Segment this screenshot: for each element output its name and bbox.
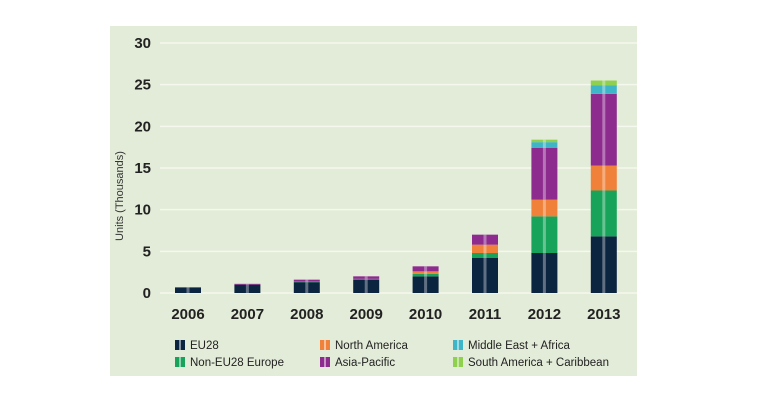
y-tick-label: 30: [134, 35, 151, 52]
bar-highlight: [483, 234, 487, 245]
y-tick-label: 10: [134, 202, 151, 219]
bar-highlight: [542, 139, 546, 143]
y-tick-label: 15: [134, 160, 151, 177]
legend-swatch-highlight: [179, 340, 181, 350]
bar-highlight: [483, 244, 487, 253]
bar-highlight: [602, 85, 606, 94]
bar-segment: [531, 253, 558, 293]
bar-segment: [353, 276, 380, 279]
bar-highlight: [305, 279, 309, 282]
bar-highlight: [542, 148, 546, 200]
bar-segment: [353, 278, 380, 280]
bar-segment: [531, 142, 558, 148]
bar-highlight: [305, 281, 309, 283]
bar-segment: [590, 93, 617, 166]
bar-highlight: [424, 266, 428, 272]
bar-highlight: [424, 271, 428, 274]
bar-highlight: [602, 80, 606, 86]
bar-highlight: [542, 253, 546, 293]
bar-highlight: [424, 273, 428, 277]
legend-item: EU28: [175, 340, 219, 352]
bar-segment: [472, 234, 498, 245]
bar-highlight: [542, 199, 546, 217]
bar-segment: [353, 279, 380, 293]
bar-segment: [472, 244, 498, 253]
bar-highlight: [364, 276, 368, 279]
bar-segment: [472, 253, 498, 258]
bar-segment: [531, 148, 558, 200]
bar-segment: [175, 287, 201, 288]
bar-segment: [531, 139, 558, 143]
bar-highlight: [483, 253, 487, 258]
bar-highlight: [186, 287, 190, 288]
bar-segment: [412, 273, 439, 277]
bar-highlight: [186, 288, 190, 293]
bar-segment: [293, 282, 320, 293]
bar-highlight: [245, 284, 249, 293]
legend-swatch-highlight: [457, 357, 459, 367]
bar-segment: [590, 80, 617, 86]
y-axis-label: Units (Thousands): [114, 151, 126, 241]
x-tick-label: 2006: [171, 306, 204, 323]
x-tick-label: 2007: [231, 306, 264, 323]
bar-segment: [472, 258, 498, 293]
bar-segment: [234, 283, 261, 285]
legend-label: Non-EU28 Europe: [190, 357, 284, 369]
bar-segment: [175, 288, 201, 293]
bar-highlight: [305, 282, 309, 293]
legend-label: EU28: [190, 340, 219, 352]
bar-segment: [412, 276, 439, 293]
legend-swatch-highlight: [324, 340, 326, 350]
bar-segment: [412, 271, 439, 274]
x-tick-label: 2008: [290, 306, 323, 323]
bar-segment: [293, 279, 320, 282]
bar-highlight: [602, 165, 606, 191]
bar-segment: [590, 165, 617, 191]
x-tick-label: 2010: [409, 306, 442, 323]
legend-label: North America: [335, 340, 408, 352]
legend-item: Asia-Pacific: [320, 357, 395, 369]
bar-highlight: [602, 236, 606, 293]
bar-segment: [412, 266, 439, 272]
legend-item: Middle East + Africa: [453, 340, 571, 352]
bar-highlight: [424, 276, 428, 293]
bar-segment: [531, 216, 558, 253]
x-tick-label: 2012: [528, 306, 561, 323]
legend-item: North America: [320, 340, 408, 352]
y-tick-label: 0: [143, 285, 151, 302]
legend-item: Non-EU28 Europe: [175, 357, 284, 369]
bar-highlight: [542, 216, 546, 253]
legend-item: South America + Caribbean: [453, 357, 609, 369]
bar-highlight: [364, 279, 368, 293]
bar-highlight: [602, 190, 606, 237]
y-tick-label: 25: [134, 77, 151, 94]
y-tick-label: 20: [134, 118, 151, 135]
bar-highlight: [364, 278, 368, 280]
bar-segment: [590, 190, 617, 237]
legend-swatch-highlight: [179, 357, 181, 367]
x-tick-label: 2011: [469, 306, 502, 323]
chart-panel: 0 5 10 15 20 25 30 2006 2007 2008 2009 2010 2011 201…: [110, 26, 637, 376]
y-tick-label: 5: [143, 243, 151, 260]
bar-highlight: [542, 142, 546, 148]
bar-segment: [590, 236, 617, 293]
bar-segment: [590, 85, 617, 94]
legend-label: Asia-Pacific: [335, 357, 395, 369]
legend-label: Middle East + Africa: [468, 340, 571, 352]
legend-label: South America + Caribbean: [468, 357, 609, 369]
legend-swatch-highlight: [457, 340, 459, 350]
bar-segment: [234, 284, 261, 293]
stacked-bar-chart: 0 5 10 15 20 25 30 2006 2007 2008 2009 2010 2011 201…: [114, 35, 637, 369]
x-tick-label: 2009: [350, 306, 383, 323]
legend-swatch-highlight: [324, 357, 326, 367]
bar-segment: [293, 281, 320, 283]
bar-highlight: [483, 258, 487, 293]
bar-segment: [531, 199, 558, 217]
x-tick-label: 2013: [587, 306, 620, 323]
bar-highlight: [602, 93, 606, 166]
bar-highlight: [245, 283, 249, 285]
